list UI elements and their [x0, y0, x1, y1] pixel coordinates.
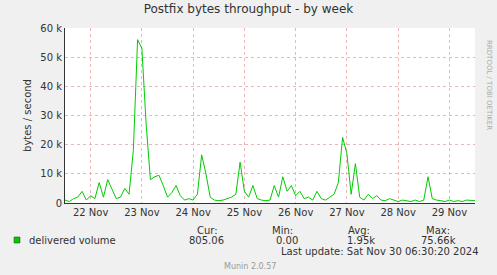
svg-text:28 Nov: 28 Nov — [380, 207, 416, 218]
svg-text:22 Nov: 22 Nov — [73, 207, 109, 218]
svg-text:60 k: 60 k — [40, 23, 62, 34]
svg-text:805.06: 805.06 — [189, 235, 224, 246]
svg-text:Postfix bytes throughput - by: Postfix bytes throughput - by week — [144, 2, 354, 16]
svg-text:Munin 2.0.57: Munin 2.0.57 — [224, 262, 276, 271]
svg-text:Avg:: Avg: — [348, 225, 370, 236]
svg-text:24 Nov: 24 Nov — [175, 207, 211, 218]
svg-text:bytes / second: bytes / second — [22, 79, 33, 152]
svg-text:40 k: 40 k — [40, 81, 62, 92]
svg-text:27 Nov: 27 Nov — [329, 207, 365, 218]
svg-text:20 k: 20 k — [40, 139, 62, 150]
svg-text:delivered volume: delivered volume — [29, 235, 116, 246]
svg-text:0: 0 — [56, 198, 62, 209]
svg-text:25 Nov: 25 Nov — [227, 207, 263, 218]
svg-text:Min:: Min: — [272, 225, 293, 236]
svg-text:50 k: 50 k — [40, 52, 62, 63]
svg-text:Cur:: Cur: — [197, 225, 218, 236]
svg-text:23 Nov: 23 Nov — [124, 207, 160, 218]
svg-text:1.95k: 1.95k — [347, 235, 375, 246]
svg-text:10 k: 10 k — [40, 168, 62, 179]
svg-text:30 k: 30 k — [40, 110, 62, 121]
svg-text:0.00: 0.00 — [276, 235, 298, 246]
svg-text:29 Nov: 29 Nov — [432, 207, 468, 218]
svg-text:Last update: Sat Nov 30 06:30:: Last update: Sat Nov 30 06:30:20 2024 — [281, 246, 479, 257]
svg-text:26 Nov: 26 Nov — [278, 207, 314, 218]
svg-text:RRDTOOL / TOBI OETIKER: RRDTOOL / TOBI OETIKER — [485, 40, 493, 130]
svg-text:Max:: Max: — [426, 225, 450, 236]
svg-text:75.66k: 75.66k — [421, 235, 456, 246]
